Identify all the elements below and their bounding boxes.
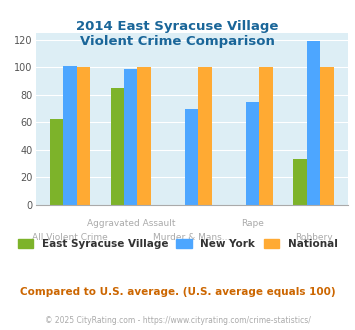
Text: © 2025 CityRating.com - https://www.cityrating.com/crime-statistics/: © 2025 CityRating.com - https://www.city… bbox=[45, 315, 310, 325]
Bar bbox=[111, 88, 124, 205]
Bar bbox=[246, 102, 260, 205]
Bar bbox=[294, 159, 307, 205]
Text: Aggravated Assault: Aggravated Assault bbox=[87, 219, 175, 228]
Bar bbox=[124, 69, 137, 205]
Text: All Violent Crime: All Violent Crime bbox=[32, 233, 108, 242]
Bar bbox=[307, 41, 320, 205]
Text: 2014 East Syracuse Village
Violent Crime Comparison: 2014 East Syracuse Village Violent Crime… bbox=[76, 20, 279, 48]
Text: Robbery: Robbery bbox=[295, 233, 332, 242]
Bar bbox=[63, 66, 77, 205]
Bar bbox=[77, 67, 90, 205]
Bar bbox=[185, 109, 198, 205]
Bar bbox=[50, 119, 63, 205]
Text: Rape: Rape bbox=[241, 219, 264, 228]
Text: Compared to U.S. average. (U.S. average equals 100): Compared to U.S. average. (U.S. average … bbox=[20, 287, 335, 297]
Bar bbox=[137, 67, 151, 205]
Bar bbox=[260, 67, 273, 205]
Legend: East Syracuse Village, New York, National: East Syracuse Village, New York, Nationa… bbox=[13, 235, 342, 253]
Bar bbox=[320, 67, 334, 205]
Bar bbox=[198, 67, 212, 205]
Text: Murder & Mans...: Murder & Mans... bbox=[153, 233, 230, 242]
